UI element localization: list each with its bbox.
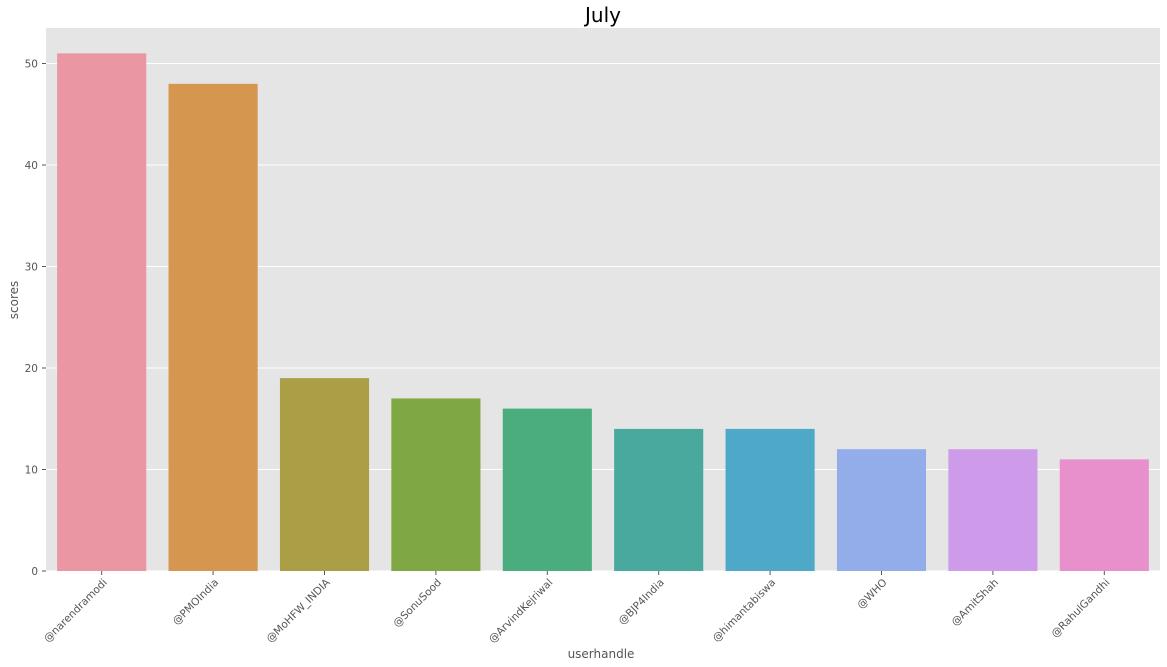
- y-tick-label: 50: [25, 59, 38, 71]
- bar-amitshah: [948, 449, 1038, 571]
- bar-himantabiswa: [725, 428, 815, 571]
- x-tick-label: @MoHFW_INDIA: [264, 576, 333, 645]
- bar-who: [836, 449, 927, 571]
- x-tick-label: @ArvindKejriwal: [487, 577, 556, 646]
- x-tick-label: @narendramodi: [42, 577, 110, 645]
- bar-sonusood: [391, 398, 481, 571]
- bar-narendramodi: [57, 53, 147, 571]
- y-axis-label: scores: [7, 281, 21, 320]
- bars: [57, 53, 1149, 571]
- bar-bjp4india: [614, 428, 704, 571]
- y-tick-label: 30: [25, 262, 38, 274]
- y-tick-label: 40: [25, 160, 38, 172]
- x-axis-label: userhandle: [568, 647, 635, 661]
- x-tick-label: @SonuSood: [391, 577, 444, 630]
- y-tick-label: 0: [31, 566, 38, 578]
- bar-rahulgandhi: [1059, 459, 1149, 571]
- bar-arvindkejriwal: [502, 408, 592, 571]
- x-tick-label: @AmitShah: [949, 577, 1001, 629]
- y-tick-label: 20: [25, 363, 38, 375]
- x-tick-label: @RahulGandhi: [1049, 577, 1112, 640]
- bar-pmoindia: [168, 83, 258, 571]
- x-tick-label: @PMOIndia: [170, 577, 221, 628]
- bar-mohfwindia: [279, 378, 370, 571]
- x-axis-ticks: @narendramodi @PMOIndia @MoHFW_INDIA @SonuS…: [42, 571, 1112, 646]
- x-tick-label: @BJP4India: [616, 577, 667, 628]
- x-tick-label: @himantabiswa: [710, 577, 778, 645]
- y-tick-label: 10: [25, 465, 38, 477]
- chart-title: July: [583, 3, 621, 27]
- y-axis-ticks: 0 10 20 30 40 50: [25, 59, 46, 578]
- x-tick-label: @WHO: [855, 577, 890, 612]
